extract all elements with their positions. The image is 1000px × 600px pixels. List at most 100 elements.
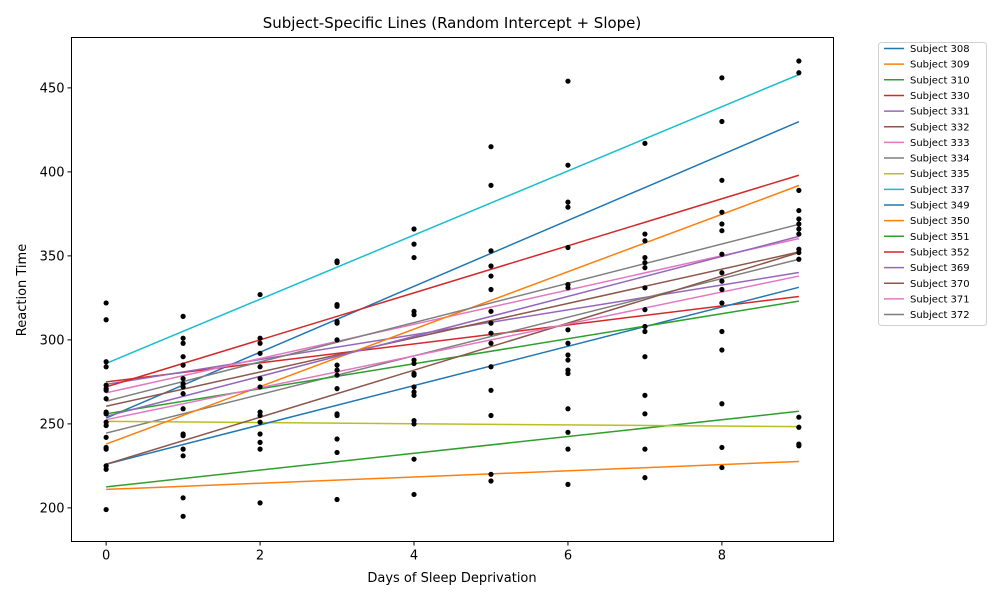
legend-label-10: Subject 349 xyxy=(910,201,970,212)
data-point-55 xyxy=(334,362,340,368)
data-point-40 xyxy=(257,384,263,390)
data-point-94 xyxy=(488,478,494,484)
data-point-84 xyxy=(488,273,494,279)
data-point-123 xyxy=(642,392,648,398)
data-point-78 xyxy=(411,456,417,462)
legend-label-16: Subject 371 xyxy=(910,294,970,305)
data-point-114 xyxy=(642,238,648,244)
legend-label-3: Subject 330 xyxy=(910,91,970,102)
series-line-10 xyxy=(105,286,800,465)
data-point-85 xyxy=(488,286,494,293)
series-line-8 xyxy=(106,420,799,428)
legend-label-9: Subject 337 xyxy=(910,185,970,196)
legend-label-13: Subject 352 xyxy=(910,247,970,258)
data-point-133 xyxy=(719,251,725,257)
data-point-146 xyxy=(796,207,802,214)
y-tick-label-2: 300 xyxy=(40,333,65,348)
series-line-0 xyxy=(105,120,800,419)
data-point-73 xyxy=(411,384,417,390)
y-tick-label-1: 250 xyxy=(40,417,65,432)
data-point-45 xyxy=(257,439,263,445)
data-point-34 xyxy=(257,291,263,298)
legend-frame xyxy=(878,42,987,326)
data-point-60 xyxy=(334,412,340,419)
data-point-83 xyxy=(488,263,494,269)
data-point-61 xyxy=(334,436,340,442)
legend-label-7: Subject 334 xyxy=(910,154,970,165)
data-point-51 xyxy=(334,303,340,309)
data-point-130 xyxy=(719,209,725,215)
data-point-98 xyxy=(565,204,571,210)
data-point-157 xyxy=(796,443,802,449)
y-tick-label-5: 450 xyxy=(40,81,65,96)
data-point-145 xyxy=(796,187,802,193)
legend-items: Subject 308 Subject 309 Subject 310 Subject… xyxy=(884,44,970,321)
data-point-103 xyxy=(565,340,571,346)
data-point-138 xyxy=(719,328,725,335)
data-point-77 xyxy=(411,421,417,427)
data-point-131 xyxy=(719,221,725,227)
data-point-81 xyxy=(488,182,494,188)
data-point-124 xyxy=(642,411,648,417)
data-point-129 xyxy=(719,177,725,183)
data-point-16 xyxy=(103,466,109,472)
data-point-62 xyxy=(334,449,340,456)
data-point-117 xyxy=(642,265,648,271)
data-point-35 xyxy=(257,335,263,341)
data-point-19 xyxy=(180,335,186,341)
data-point-31 xyxy=(180,453,186,459)
series-line-2 xyxy=(106,410,799,488)
series-line-1 xyxy=(106,460,799,491)
legend-label-5: Subject 332 xyxy=(910,122,970,133)
data-point-17 xyxy=(103,506,109,513)
data-point-92 xyxy=(488,412,494,419)
data-point-36 xyxy=(257,340,263,346)
data-point-70 xyxy=(411,360,417,367)
legend-label-0: Subject 308 xyxy=(910,44,970,55)
series-layer xyxy=(105,73,800,491)
data-point-150 xyxy=(796,231,802,237)
data-point-126 xyxy=(642,475,648,481)
data-point-79 xyxy=(411,491,417,498)
data-point-43 xyxy=(257,419,263,425)
data-point-155 xyxy=(796,424,802,430)
data-point-109 xyxy=(565,429,571,435)
data-point-147 xyxy=(796,216,802,222)
data-point-82 xyxy=(488,248,494,254)
data-point-6 xyxy=(103,387,109,393)
data-point-22 xyxy=(180,362,186,368)
data-point-38 xyxy=(257,364,263,370)
plot-frame xyxy=(71,37,834,542)
data-point-111 xyxy=(565,481,571,487)
data-point-148 xyxy=(796,221,802,227)
data-point-113 xyxy=(642,231,648,237)
data-point-11 xyxy=(103,422,109,429)
y-tick-label-0: 200 xyxy=(40,501,65,516)
data-point-0 xyxy=(103,300,109,306)
data-point-122 xyxy=(642,354,648,360)
data-point-90 xyxy=(488,364,494,370)
data-point-53 xyxy=(334,320,340,326)
data-point-37 xyxy=(257,350,263,356)
data-point-135 xyxy=(719,278,725,284)
data-point-99 xyxy=(565,244,571,251)
data-point-20 xyxy=(180,340,186,346)
data-point-102 xyxy=(565,327,571,333)
data-point-127 xyxy=(719,75,725,81)
data-point-97 xyxy=(565,199,571,205)
data-point-1 xyxy=(103,317,109,323)
legend-label-11: Subject 350 xyxy=(910,216,970,227)
data-point-112 xyxy=(642,140,648,146)
data-point-64 xyxy=(411,226,417,232)
legend-label-6: Subject 333 xyxy=(910,138,970,149)
data-point-27 xyxy=(180,406,186,412)
data-point-104 xyxy=(565,352,571,358)
data-point-12 xyxy=(103,434,109,440)
legend-label-17: Subject 372 xyxy=(910,310,970,321)
series-line-9 xyxy=(105,73,800,365)
data-point-30 xyxy=(180,446,186,452)
data-point-91 xyxy=(488,387,494,393)
data-point-143 xyxy=(796,58,802,64)
x-tick-label-0: 0 xyxy=(102,549,110,564)
